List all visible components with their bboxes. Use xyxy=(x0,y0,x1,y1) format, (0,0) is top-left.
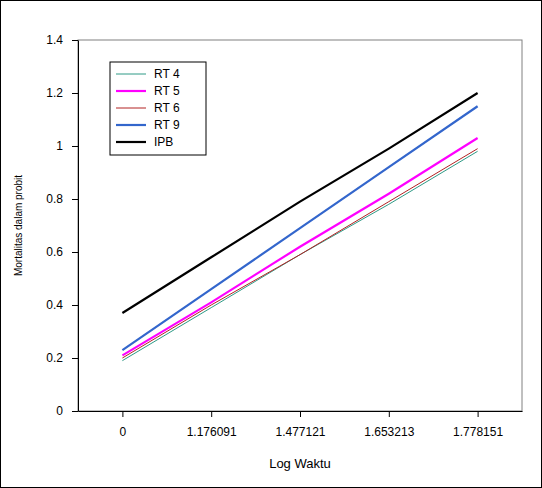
outer-frame xyxy=(1,1,542,488)
x-tick-mark xyxy=(122,411,123,417)
x-tick: 0 xyxy=(120,411,127,439)
y-tick-mark xyxy=(72,411,78,412)
legend-label: RT 6 xyxy=(154,101,180,115)
x-axis-title: Log Waktu xyxy=(269,456,331,471)
y-tick: 1 xyxy=(56,139,78,153)
y-axis-title: Mortalitas dalam probit xyxy=(13,175,24,276)
x-axis: 0 1.176091 1.477121 1.653213 1.778151 xyxy=(79,411,523,439)
y-tick-mark xyxy=(72,199,78,200)
x-tick-mark xyxy=(478,411,479,417)
legend-swatch xyxy=(116,124,146,126)
x-tick-label: 1.653213 xyxy=(364,425,414,439)
x-tick: 1.778151 xyxy=(453,411,503,439)
y-tick-label: 0.2 xyxy=(46,351,63,365)
x-tick-label: 1.477121 xyxy=(275,425,325,439)
legend-label: RT 9 xyxy=(154,118,180,132)
y-axis: 0 0.2 0.4 0.6 0.8 1 1.2 1.4 xyxy=(46,33,78,418)
x-tick-label: 1.176091 xyxy=(187,425,237,439)
legend-swatch xyxy=(116,141,146,143)
y-tick-mark xyxy=(72,252,78,253)
y-tick-mark xyxy=(72,146,78,147)
x-tick-mark xyxy=(389,411,390,417)
y-tick-label: 1 xyxy=(56,139,63,153)
series-line xyxy=(122,151,477,360)
x-tick: 1.653213 xyxy=(364,411,414,439)
y-tick-mark xyxy=(72,40,78,41)
x-tick: 1.176091 xyxy=(187,411,237,439)
legend-label: RT 4 xyxy=(154,67,180,81)
legend-label: IPB xyxy=(154,135,173,149)
y-tick-mark xyxy=(72,358,78,359)
y-tick: 0 xyxy=(56,404,78,418)
y-tick: 0.6 xyxy=(46,245,78,259)
y-tick: 0.8 xyxy=(46,192,78,206)
legend-swatch xyxy=(116,74,146,75)
plot: 0 0.2 0.4 0.6 0.8 1 1.2 1.4 0 1.176091 1.477121 1.6… xyxy=(46,33,522,438)
legend: RT 4 RT 5 RT 6 RT 9 IPB xyxy=(110,62,206,155)
y-tick: 1.4 xyxy=(46,33,78,47)
x-tick-label: 1.778151 xyxy=(453,425,503,439)
legend-swatch xyxy=(116,90,146,92)
y-tick: 0.2 xyxy=(46,351,78,365)
x-tick-label: 0 xyxy=(120,425,127,439)
y-tick-label: 0.4 xyxy=(46,298,63,312)
plot-frame xyxy=(78,40,522,411)
y-tick-mark xyxy=(72,305,78,306)
y-tick-label: 0.8 xyxy=(46,192,63,206)
x-tick-mark xyxy=(211,411,212,417)
legend-box xyxy=(110,62,206,155)
series-line xyxy=(122,138,477,355)
legend-label: RT 5 xyxy=(154,84,180,98)
series-line xyxy=(122,93,477,313)
y-tick-label: 0.6 xyxy=(46,245,63,259)
y-axis-line xyxy=(78,41,79,412)
legend-swatch xyxy=(116,108,146,109)
y-tick-label: 1.4 xyxy=(46,33,63,47)
y-tick-label: 0 xyxy=(56,404,63,418)
series-line xyxy=(122,149,477,358)
x-tick: 1.477121 xyxy=(275,411,325,439)
y-tick: 1.2 xyxy=(46,86,78,100)
y-tick-mark xyxy=(72,93,78,94)
chart: 0 0.2 0.4 0.6 0.8 1 1.2 1.4 0 1.176091 1.477121 1.6… xyxy=(0,0,542,488)
y-tick: 0.4 xyxy=(46,298,78,312)
x-tick-mark xyxy=(300,411,301,417)
y-tick-label: 1.2 xyxy=(46,86,63,100)
